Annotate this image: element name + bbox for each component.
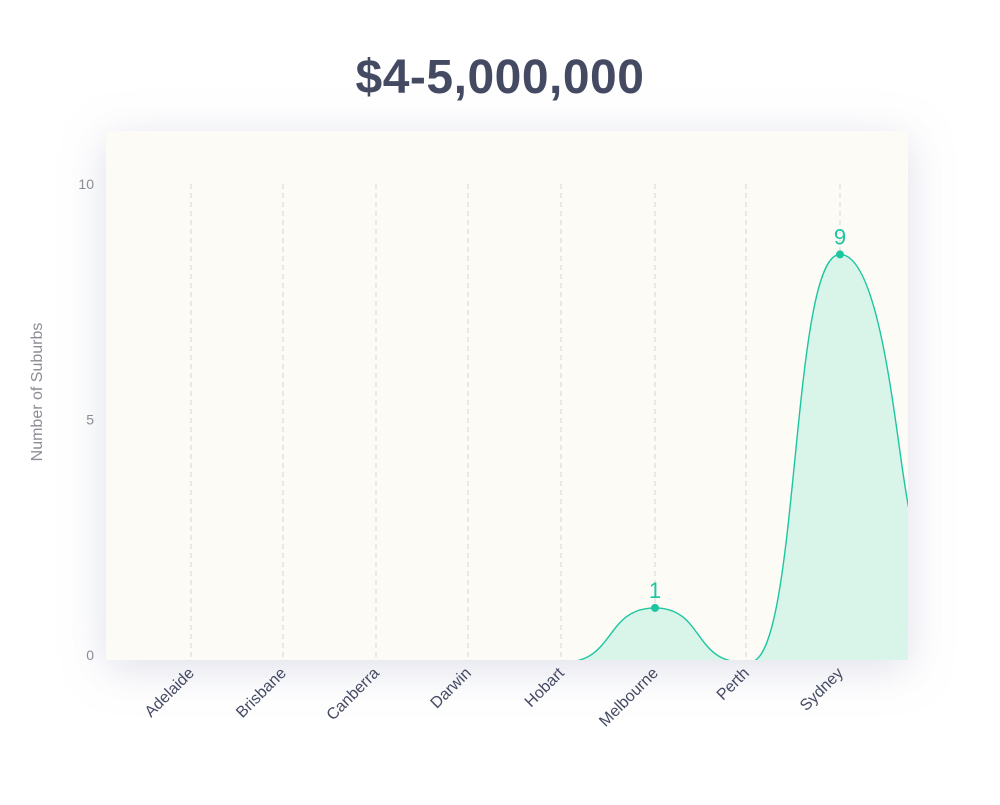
area-fill-sydney — [755, 254, 908, 660]
area-fill-melbourne — [579, 607, 729, 660]
x-tick-label: Canberra — [324, 665, 383, 724]
y-tick-label: 10 — [78, 176, 94, 192]
x-tick-label: Adelaide — [142, 665, 198, 721]
y-tick-label: 0 — [86, 647, 94, 663]
x-tick-label: Melbourne — [596, 665, 662, 731]
x-tick-label: Sydney — [797, 665, 847, 715]
data-points: 19 — [649, 224, 846, 612]
y-axis: 0 5 10 — [78, 176, 94, 663]
y-axis-label: Number of Suburbs — [29, 323, 46, 462]
area-line-sydney — [753, 253, 908, 660]
data-point-melbourne[interactable] — [651, 603, 659, 612]
x-tick-label: Darwin — [428, 665, 475, 712]
x-tick-label: Brisbane — [233, 665, 290, 722]
plot-area — [106, 131, 908, 660]
x-axis: Adelaide Brisbane Canberra Darwin Hobart Melb… — [142, 664, 847, 730]
y-tick-label: 5 — [86, 412, 94, 428]
data-point-sydney[interactable] — [836, 250, 844, 259]
series-area — [576, 253, 908, 660]
data-label: 1 — [649, 578, 661, 603]
x-tick-label: Hobart — [522, 664, 568, 710]
x-tick-label: Perth — [714, 665, 753, 704]
chart-title: $4-5,000,000 — [355, 51, 645, 104]
data-label: 9 — [834, 224, 846, 249]
